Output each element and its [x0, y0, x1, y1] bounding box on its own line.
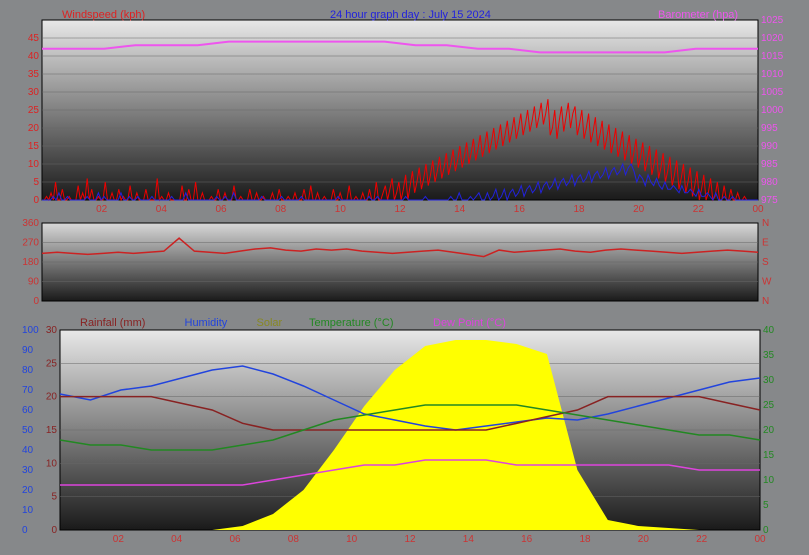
svg-text:1010: 1010: [761, 69, 784, 80]
svg-text:00: 00: [752, 204, 764, 215]
svg-text:10: 10: [335, 204, 347, 215]
weather-chart-svg: 0510152025303540459759809859909951000100…: [0, 0, 809, 555]
svg-text:70: 70: [22, 385, 34, 396]
svg-text:1005: 1005: [761, 87, 784, 98]
svg-text:15: 15: [46, 425, 58, 436]
svg-text:20: 20: [638, 534, 650, 545]
svg-text:08: 08: [288, 534, 300, 545]
svg-text:980: 980: [761, 177, 778, 188]
svg-text:02: 02: [113, 534, 125, 545]
svg-text:40: 40: [763, 325, 775, 336]
svg-text:1020: 1020: [761, 33, 784, 44]
svg-text:0: 0: [33, 296, 39, 307]
svg-text:25: 25: [46, 358, 58, 369]
svg-text:20: 20: [28, 123, 40, 134]
svg-text:10: 10: [346, 534, 358, 545]
svg-text:10: 10: [763, 475, 775, 486]
svg-text:10: 10: [46, 458, 58, 469]
svg-text:5: 5: [51, 492, 57, 503]
svg-text:N: N: [762, 296, 769, 307]
svg-text:02: 02: [96, 204, 108, 215]
svg-text:18: 18: [579, 534, 591, 545]
svg-text:20: 20: [633, 204, 645, 215]
svg-text:990: 990: [761, 141, 778, 152]
svg-text:1015: 1015: [761, 51, 784, 62]
svg-text:30: 30: [46, 325, 58, 336]
svg-text:Dew Point (°C): Dew Point (°C): [433, 317, 506, 329]
svg-text:45: 45: [28, 33, 40, 44]
svg-text:0: 0: [22, 525, 28, 536]
svg-text:30: 30: [28, 87, 40, 98]
svg-text:04: 04: [156, 204, 168, 215]
svg-text:30: 30: [763, 375, 775, 386]
svg-text:Temperature (°C): Temperature (°C): [309, 317, 393, 329]
svg-text:35: 35: [28, 69, 40, 80]
svg-text:12: 12: [394, 204, 406, 215]
svg-text:22: 22: [696, 534, 708, 545]
svg-text:985: 985: [761, 159, 778, 170]
svg-text:00: 00: [754, 534, 766, 545]
svg-text:16: 16: [514, 204, 526, 215]
svg-text:20: 20: [22, 485, 34, 496]
svg-text:10: 10: [28, 159, 40, 170]
svg-text:Windspeed (kph): Windspeed (kph): [62, 9, 145, 21]
svg-text:N: N: [762, 218, 769, 229]
svg-text:40: 40: [22, 445, 34, 456]
svg-text:90: 90: [28, 277, 40, 288]
svg-text:80: 80: [22, 365, 34, 376]
svg-text:W: W: [762, 277, 772, 288]
svg-text:S: S: [762, 257, 769, 268]
svg-text:Rainfall (mm): Rainfall (mm): [80, 317, 145, 329]
svg-text:0: 0: [33, 195, 39, 206]
svg-text:06: 06: [215, 204, 227, 215]
svg-text:180: 180: [22, 257, 39, 268]
svg-text:Barometer (hpa): Barometer (hpa): [658, 9, 738, 21]
weather-chart-container: 0510152025303540459759809859909951000100…: [0, 0, 809, 555]
svg-text:08: 08: [275, 204, 287, 215]
svg-text:Solar: Solar: [257, 317, 283, 329]
svg-text:35: 35: [763, 350, 775, 361]
svg-text:995: 995: [761, 123, 778, 134]
svg-text:5: 5: [33, 177, 39, 188]
svg-text:25: 25: [763, 400, 775, 411]
svg-text:60: 60: [22, 405, 34, 416]
svg-text:360: 360: [22, 218, 39, 229]
svg-text:15: 15: [763, 450, 775, 461]
svg-text:90: 90: [22, 345, 34, 356]
svg-text:20: 20: [763, 425, 775, 436]
svg-text:50: 50: [22, 425, 34, 436]
svg-text:25: 25: [28, 105, 40, 116]
svg-text:14: 14: [454, 204, 466, 215]
svg-text:E: E: [762, 238, 769, 249]
svg-text:24 hour graph day : July 15 20: 24 hour graph day : July 15 2024: [330, 9, 491, 21]
svg-text:1025: 1025: [761, 15, 784, 26]
svg-text:40: 40: [28, 51, 40, 62]
svg-text:0: 0: [51, 525, 57, 536]
svg-text:06: 06: [229, 534, 241, 545]
svg-text:18: 18: [573, 204, 585, 215]
svg-text:975: 975: [761, 195, 778, 206]
svg-text:22: 22: [693, 204, 705, 215]
svg-text:30: 30: [22, 465, 34, 476]
svg-text:16: 16: [521, 534, 533, 545]
svg-text:12: 12: [404, 534, 416, 545]
svg-text:270: 270: [22, 238, 39, 249]
svg-text:10: 10: [22, 505, 34, 516]
svg-text:20: 20: [46, 392, 58, 403]
svg-text:1000: 1000: [761, 105, 784, 116]
svg-text:Humidity: Humidity: [185, 317, 228, 329]
svg-text:5: 5: [763, 500, 769, 511]
svg-text:04: 04: [171, 534, 183, 545]
svg-text:15: 15: [28, 141, 40, 152]
svg-text:100: 100: [22, 325, 39, 336]
svg-text:14: 14: [463, 534, 475, 545]
